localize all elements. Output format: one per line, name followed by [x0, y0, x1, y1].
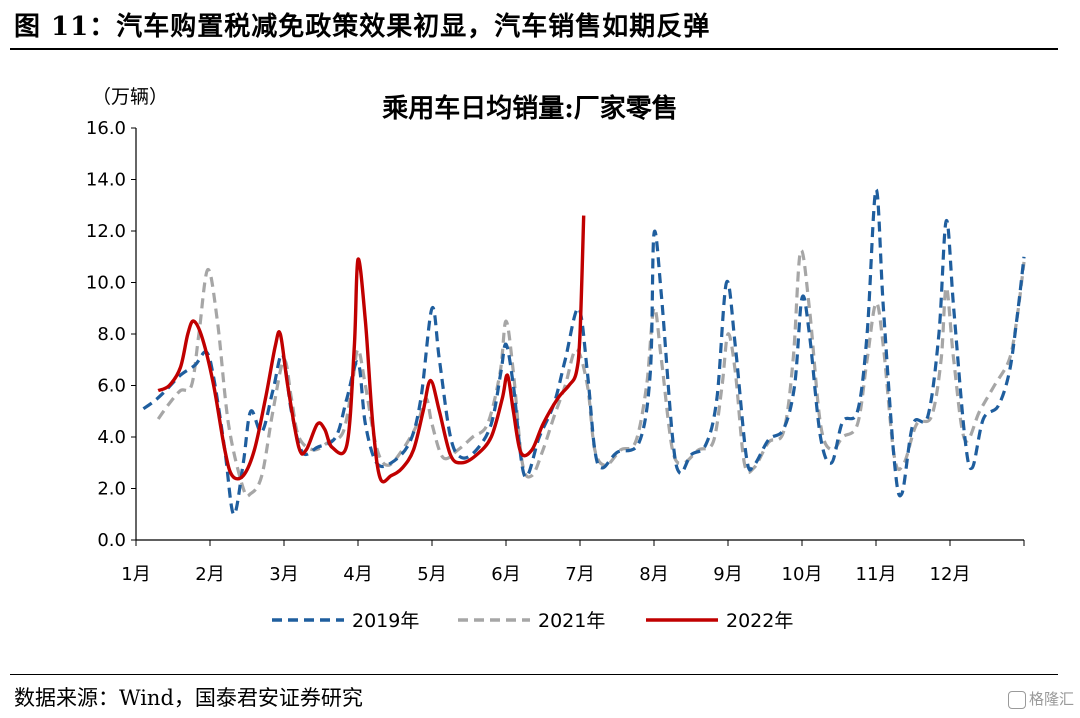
legend-label: 2019年 [352, 610, 419, 632]
y-unit-label: （万辆） [92, 86, 168, 108]
chart: （万辆） 乘用车日均销量:厂家零售 0.0 2.0 4.0 6.0 8.0 10.0 12.… [86, 86, 1026, 632]
x-tick-label: 11月 [856, 564, 897, 585]
x-tick-label: 4月 [343, 564, 372, 585]
bottom-rule [10, 674, 1058, 675]
y-tick-label: 2.0 [97, 479, 126, 500]
x-tick-label: 9月 [713, 564, 742, 585]
x-tick-label: 2月 [195, 564, 224, 585]
watermark-logo-icon [1007, 690, 1026, 709]
legend: 2019年 2021年 2022年 [272, 610, 793, 632]
x-tick-label: 6月 [491, 564, 520, 585]
x-tick-label: 1月 [121, 564, 150, 585]
watermark-text: 格隆汇 [1028, 690, 1074, 708]
top-rule [10, 48, 1058, 50]
y-tick-label: 6.0 [97, 376, 126, 397]
y-tick-label: 0.0 [97, 530, 126, 551]
y-tick-label: 8.0 [97, 324, 126, 345]
x-tick-label: 5月 [417, 564, 446, 585]
series-line-2022年 [157, 215, 586, 484]
series-layer [142, 188, 1026, 516]
x-tick-label: 12月 [930, 564, 971, 585]
x-tick-label: 10月 [782, 564, 823, 585]
legend-label: 2021年 [538, 610, 605, 632]
y-tick-label: 10.0 [86, 273, 126, 294]
watermark: 格隆汇 [1007, 688, 1074, 709]
y-tick-label: 4.0 [97, 427, 126, 448]
y-tick-label: 12.0 [86, 221, 126, 242]
x-tick-label: 3月 [269, 564, 298, 585]
figure-title: 图 11：汽车购置税减免政策效果初显，汽车销售如期反弹 [14, 12, 711, 42]
axes: 0.0 2.0 4.0 6.0 8.0 10.0 12.0 14.0 16.0 1月 2月 3月 4月 5… [86, 118, 1025, 585]
y-tick-label: 16.0 [86, 118, 126, 139]
y-tick-label: 14.0 [86, 170, 126, 191]
x-tick-label: 8月 [639, 564, 668, 585]
series-line-2021年 [156, 248, 1026, 498]
legend-label: 2022年 [726, 610, 793, 632]
chart-title: 乘用车日均销量:厂家零售 [381, 93, 678, 124]
source-note: 数据来源：Wind，国泰君安证券研究 [14, 686, 363, 710]
x-tick-label: 7月 [565, 564, 594, 585]
